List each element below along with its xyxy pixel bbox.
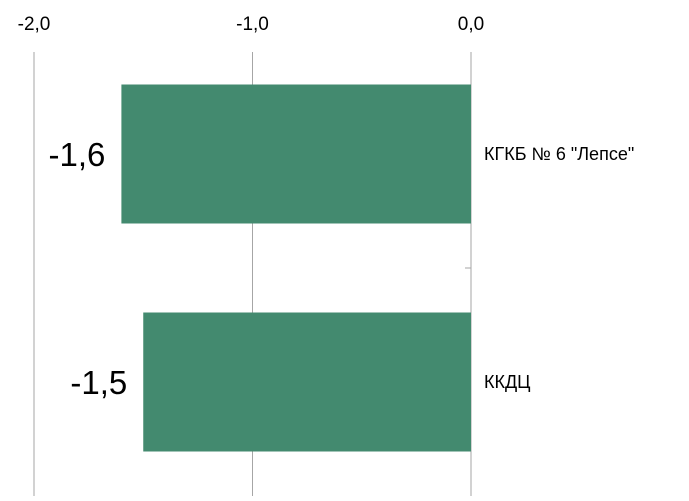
bar	[143, 312, 471, 452]
x-tick-label: -2,0	[18, 14, 51, 35]
category-labels: КГКБ № 6 "Лепсе" ККДЦ	[484, 144, 634, 392]
bars	[121, 84, 472, 452]
data-label: -1,6	[49, 136, 106, 173]
x-tick-labels: -2,0 -1,0 0,0	[18, 14, 485, 35]
data-labels: -1,6 -1,5	[49, 136, 128, 401]
bar	[121, 84, 472, 224]
x-tick-label: -1,0	[236, 14, 269, 35]
category-label: КГКБ № 6 "Лепсе"	[484, 144, 634, 164]
x-tick-label: 0,0	[458, 14, 484, 35]
category-label: ККДЦ	[484, 372, 530, 392]
data-label: -1,5	[70, 364, 127, 401]
